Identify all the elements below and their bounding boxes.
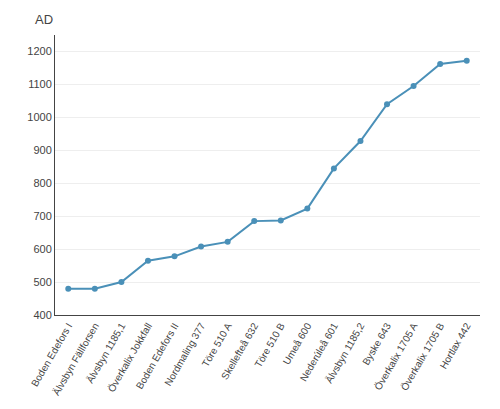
svg-text:Överkalix 1705 A: Överkalix 1705 A (372, 321, 419, 392)
svg-text:Nederúleå 601: Nederúleå 601 (298, 321, 341, 384)
svg-text:800: 800 (33, 177, 51, 189)
svg-text:Töre 510 A: Töre 510 A (200, 321, 234, 369)
svg-text:AD: AD (35, 12, 53, 27)
svg-text:Överkalix Jokkfall: Överkalix Jokkfall (106, 321, 154, 394)
svg-text:Umeå 600: Umeå 600 (281, 321, 314, 367)
svg-text:Töre 510 B: Töre 510 B (253, 321, 287, 370)
svg-text:Boden Edefors II: Boden Edefors II (134, 321, 181, 391)
svg-text:900: 900 (33, 144, 51, 156)
svg-text:400: 400 (33, 309, 51, 321)
svg-text:Boden Edefors I: Boden Edefors I (29, 321, 74, 389)
svg-text:600: 600 (33, 243, 51, 255)
svg-text:Älvsbyn 1185,2: Älvsbyn 1185,2 (323, 321, 367, 385)
svg-text:Skellefteå 632: Skellefteå 632 (219, 321, 260, 382)
svg-text:Överkalix 1705 B: Överkalix 1705 B (399, 321, 447, 393)
svg-text:700: 700 (33, 210, 51, 222)
svg-text:1000: 1000 (27, 111, 51, 123)
svg-text:Älvsbyn 1185,1: Älvsbyn 1185,1 (84, 321, 128, 385)
svg-text:1100: 1100 (28, 78, 52, 90)
svg-text:Byske 643: Byske 643 (360, 321, 393, 367)
svg-text:500: 500 (33, 276, 51, 288)
svg-text:Nordmaling 377: Nordmaling 377 (162, 321, 207, 388)
svg-text:Hortlax 442: Hortlax 442 (438, 321, 473, 371)
svg-text:1200: 1200 (27, 45, 51, 57)
svg-text:Älvsbyn Fällforsen: Älvsbyn Fällforsen (51, 321, 101, 397)
